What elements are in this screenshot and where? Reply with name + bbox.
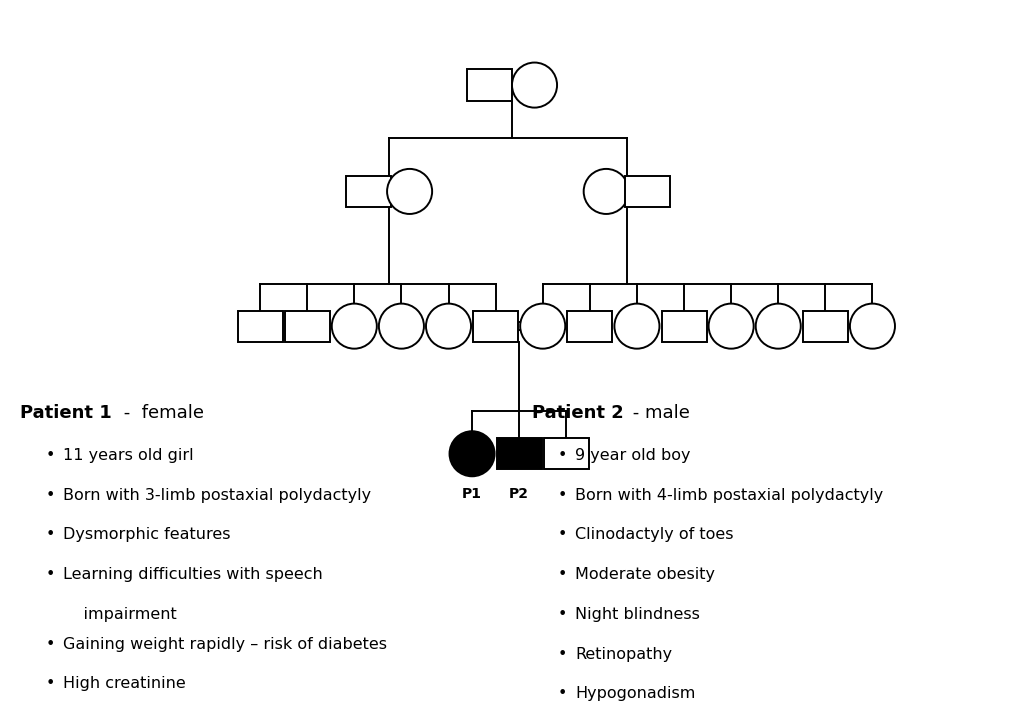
- Text: •: •: [46, 527, 55, 542]
- Text: Clinodactyly of toes: Clinodactyly of toes: [575, 527, 734, 542]
- Ellipse shape: [850, 303, 895, 349]
- Text: Night blindness: Night blindness: [575, 607, 700, 622]
- Text: P2: P2: [509, 487, 529, 501]
- Text: Moderate obesity: Moderate obesity: [575, 567, 716, 582]
- Bar: [285, 311, 330, 342]
- Ellipse shape: [584, 169, 629, 214]
- Ellipse shape: [756, 303, 801, 349]
- Text: •: •: [46, 488, 55, 503]
- Text: 9 year old boy: 9 year old boy: [575, 448, 691, 463]
- Text: •: •: [558, 567, 567, 582]
- Bar: [238, 311, 283, 342]
- Text: Dysmorphic features: Dysmorphic features: [63, 527, 231, 542]
- Text: Born with 4-limb postaxial polydactyly: Born with 4-limb postaxial polydactyly: [575, 488, 884, 503]
- Text: Hypogonadism: Hypogonadism: [575, 686, 696, 701]
- Bar: [625, 176, 670, 207]
- Ellipse shape: [614, 303, 659, 349]
- Text: Learning difficulties with speech: Learning difficulties with speech: [63, 567, 324, 582]
- Bar: [803, 311, 848, 342]
- Text: •: •: [46, 676, 55, 691]
- Text: •: •: [558, 607, 567, 622]
- Bar: [662, 311, 707, 342]
- Ellipse shape: [332, 303, 377, 349]
- Text: •: •: [46, 637, 55, 652]
- Bar: [497, 438, 542, 469]
- Text: 11 years old girl: 11 years old girl: [63, 448, 195, 463]
- Ellipse shape: [709, 303, 754, 349]
- Text: •: •: [558, 527, 567, 542]
- Ellipse shape: [387, 169, 432, 214]
- Text: Born with 3-limb postaxial polydactyly: Born with 3-limb postaxial polydactyly: [63, 488, 372, 503]
- Text: •: •: [558, 647, 567, 661]
- Bar: [346, 176, 391, 207]
- Text: - male: - male: [627, 404, 689, 422]
- Text: •: •: [46, 567, 55, 582]
- Bar: [473, 311, 518, 342]
- Text: Gaining weight rapidly – risk of diabetes: Gaining weight rapidly – risk of diabete…: [63, 637, 387, 652]
- Bar: [544, 438, 589, 469]
- Ellipse shape: [512, 62, 557, 108]
- Text: P1: P1: [462, 487, 482, 501]
- Ellipse shape: [520, 303, 565, 349]
- Text: •: •: [46, 448, 55, 463]
- Bar: [467, 69, 512, 101]
- Text: High creatinine: High creatinine: [63, 676, 186, 691]
- Ellipse shape: [426, 303, 471, 349]
- Text: •: •: [558, 488, 567, 503]
- Bar: [567, 311, 612, 342]
- Text: Patient 2: Patient 2: [532, 404, 625, 422]
- Ellipse shape: [379, 303, 424, 349]
- Text: •: •: [558, 686, 567, 701]
- Text: Retinopathy: Retinopathy: [575, 647, 673, 661]
- Text: •: •: [558, 448, 567, 463]
- Ellipse shape: [450, 431, 495, 476]
- Text: -  female: - female: [118, 404, 204, 422]
- Text: Patient 1: Patient 1: [20, 404, 113, 422]
- Text: impairment: impairment: [63, 607, 177, 622]
